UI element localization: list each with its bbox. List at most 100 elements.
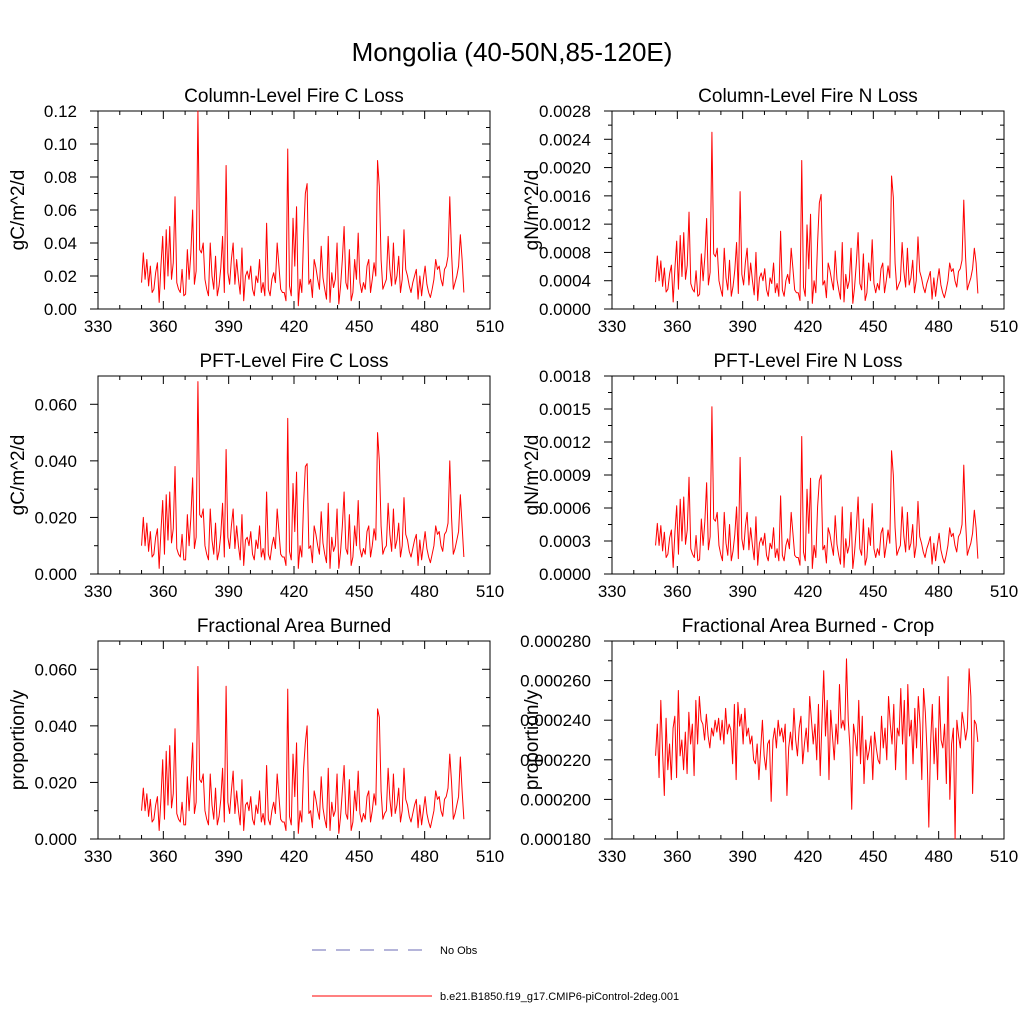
panel-title: Column-Level Fire N Loss xyxy=(698,86,918,107)
x-tick-label: 510 xyxy=(476,582,504,601)
x-tick-label: 510 xyxy=(990,582,1018,601)
x-tick-label: 420 xyxy=(794,582,822,601)
x-tick-label: 420 xyxy=(794,317,822,336)
y-tick-label: 0.08 xyxy=(44,168,77,187)
x-tick-label: 390 xyxy=(214,582,242,601)
x-tick-label: 390 xyxy=(214,847,242,866)
y-tick-label: 0.02 xyxy=(44,267,77,286)
y-tick-label: 0.000 xyxy=(34,565,77,584)
y-tick-label: 0.000220 xyxy=(520,751,591,770)
x-tick-label: 450 xyxy=(859,847,887,866)
x-tick-label: 510 xyxy=(476,847,504,866)
y-tick-label: 0.060 xyxy=(34,395,77,414)
x-tick-label: 420 xyxy=(280,847,308,866)
y-tick-label: 0.0012 xyxy=(539,433,591,452)
y-tick-label: 0.0020 xyxy=(539,159,591,178)
y-axis-label: gN/m^2/d xyxy=(522,170,543,251)
y-tick-label: 0.0018 xyxy=(539,367,591,386)
x-tick-label: 480 xyxy=(924,317,952,336)
y-tick-label: 0.0006 xyxy=(539,499,591,518)
panel-title: PFT-Level Fire N Loss xyxy=(714,351,903,372)
y-tick-label: 0.020 xyxy=(34,773,77,792)
y-tick-label: 0.10 xyxy=(44,135,77,154)
chart-panel-5: Fractional Area Burned proportion/y 330 360… xyxy=(8,616,504,866)
y-tick-label: 0.0003 xyxy=(539,532,591,551)
y-tick-label: 0.020 xyxy=(34,508,77,527)
panel-title: Fractional Area Burned - Crop xyxy=(682,616,934,637)
y-tick-label: 0.0000 xyxy=(539,300,591,319)
series-line-1 xyxy=(655,658,979,840)
y-tick-label: 0.0000 xyxy=(539,565,591,584)
y-axis-label: gN/m^2/d xyxy=(522,435,543,516)
x-tick-label: 390 xyxy=(728,847,756,866)
y-tick-label: 0.0012 xyxy=(539,215,591,234)
x-tick-label: 480 xyxy=(924,847,952,866)
plot-frame xyxy=(97,375,491,575)
y-tick-label: 0.0008 xyxy=(539,243,591,262)
x-tick-label: 510 xyxy=(990,317,1018,336)
chart-panel-2: Column-Level Fire N Loss gN/m^2/d 330 360 39… xyxy=(522,86,1018,336)
x-tick-label: 390 xyxy=(728,317,756,336)
plot-frame xyxy=(97,110,491,310)
chart-panel-4: PFT-Level Fire N Loss gN/m^2/d 330 360 390 42… xyxy=(522,351,1018,601)
y-tick-label: 0.000180 xyxy=(520,830,591,849)
y-axis-label: gC/m^2/d xyxy=(8,435,29,516)
x-tick-label: 420 xyxy=(794,847,822,866)
y-tick-label: 0.000200 xyxy=(520,790,591,809)
y-tick-label: 0.060 xyxy=(34,660,77,679)
x-tick-label: 420 xyxy=(280,582,308,601)
panel-title: PFT-Level Fire C Loss xyxy=(200,351,389,372)
x-tick-label: 330 xyxy=(84,582,112,601)
chart-panel-6: Fractional Area Burned - Crop proportion/… xyxy=(520,616,1018,866)
series-line-1 xyxy=(141,110,465,307)
x-tick-label: 360 xyxy=(663,847,691,866)
legend-no-obs-label: No Obs xyxy=(440,945,478,957)
panels: Column-Level Fire C Loss gC/m^2/d 330 360 39… xyxy=(8,86,1018,866)
y-tick-label: 0.0016 xyxy=(539,187,591,206)
x-tick-label: 450 xyxy=(345,317,373,336)
y-tick-label: 0.0004 xyxy=(539,272,591,291)
y-tick-label: 0.12 xyxy=(44,102,77,121)
x-tick-label: 510 xyxy=(476,317,504,336)
x-tick-label: 360 xyxy=(149,582,177,601)
panel-title: Fractional Area Burned xyxy=(197,616,391,637)
y-tick-label: 0.04 xyxy=(44,234,77,253)
x-tick-label: 360 xyxy=(149,847,177,866)
x-tick-label: 450 xyxy=(345,582,373,601)
chart-panel-3: PFT-Level Fire C Loss gC/m^2/d 330 360 390 42… xyxy=(8,351,504,601)
y-tick-label: 0.00 xyxy=(44,300,77,319)
y-tick-label: 0.000 xyxy=(34,830,77,849)
x-tick-label: 330 xyxy=(84,847,112,866)
panel-title: Column-Level Fire C Loss xyxy=(184,86,404,107)
x-tick-label: 330 xyxy=(598,582,626,601)
x-tick-label: 480 xyxy=(410,582,438,601)
series-line-1 xyxy=(655,131,979,304)
y-tick-label: 0.040 xyxy=(34,452,77,471)
y-tick-label: 0.0024 xyxy=(539,130,591,149)
x-tick-label: 360 xyxy=(663,317,691,336)
x-tick-label: 360 xyxy=(149,317,177,336)
x-tick-label: 450 xyxy=(859,317,887,336)
y-tick-label: 0.0009 xyxy=(539,466,591,485)
y-axis-label: proportion/y xyxy=(522,689,543,790)
x-tick-label: 450 xyxy=(345,847,373,866)
x-tick-label: 480 xyxy=(410,317,438,336)
y-tick-label: 0.000280 xyxy=(520,632,591,651)
legend: No Obs b.e21.B1850.f19_g17.CMIP6-piContr… xyxy=(312,945,679,1003)
series-line-1 xyxy=(655,406,979,569)
chart-panel-1: Column-Level Fire C Loss gC/m^2/d 330 360 39… xyxy=(8,86,504,336)
y-tick-label: 0.040 xyxy=(34,717,77,736)
x-tick-label: 450 xyxy=(859,582,887,601)
x-tick-label: 390 xyxy=(728,582,756,601)
plot-frame xyxy=(97,640,491,840)
x-tick-label: 480 xyxy=(410,847,438,866)
x-tick-label: 360 xyxy=(663,582,691,601)
x-tick-label: 330 xyxy=(84,317,112,336)
y-tick-label: 0.06 xyxy=(44,201,77,220)
legend-model-label: b.e21.B1850.f19_g17.CMIP6-piControl-2deg… xyxy=(440,991,679,1003)
plot-frame xyxy=(611,375,1005,575)
x-tick-label: 510 xyxy=(990,847,1018,866)
x-tick-label: 480 xyxy=(924,582,952,601)
series-line-1 xyxy=(141,381,465,569)
